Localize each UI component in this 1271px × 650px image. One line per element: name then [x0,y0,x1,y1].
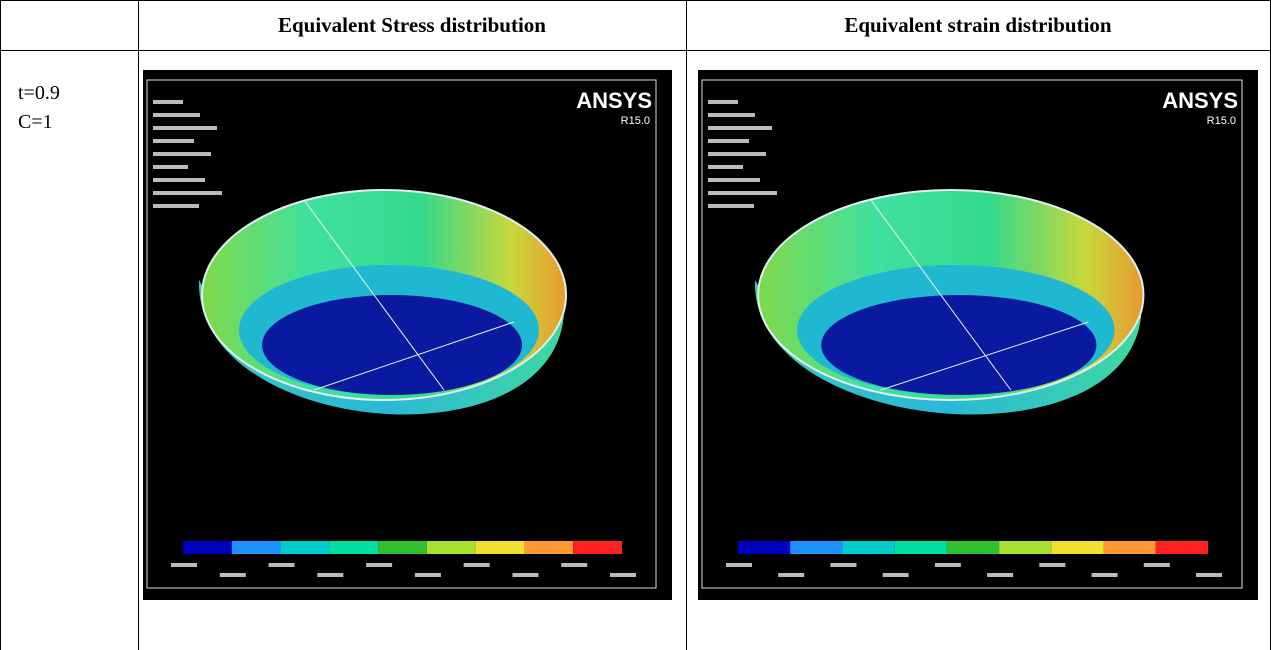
legend-swatch [573,541,622,554]
row-label: C=1 [18,111,53,133]
legend-swatch [947,541,999,554]
legend-swatch [427,541,476,554]
legend-swatch [281,541,330,554]
fea-image: ANSYS R15.0 [698,70,1258,600]
legend-tick-text [512,573,538,577]
legend-tick-text [778,573,804,577]
legend-tick-text [883,573,909,577]
info-line [708,100,738,104]
legend-swatch [895,541,947,554]
legend-tick-text [1039,563,1065,567]
info-line [153,100,183,104]
page: Equivalent Stress distribution Equivalen… [0,0,1271,650]
legend-tick-text [366,563,392,567]
column-header: Equivalent strain distribution [844,13,1112,37]
legend-swatch [329,541,378,554]
legend-swatch [842,541,894,554]
legend-swatch [232,541,281,554]
legend-tick-text [171,563,197,567]
legend-tick-text [561,563,587,567]
bowl-floor [262,295,522,395]
info-line [708,165,743,169]
legend-swatch [476,541,525,554]
row-label: t=0.9 [18,82,60,104]
legend-tick-text [220,573,246,577]
legend-tick-text [269,563,295,567]
legend-swatch [1156,541,1208,554]
software-version: R15.0 [621,115,650,127]
info-line [708,139,749,143]
software-logo: ANSYS [1162,88,1238,113]
legend-tick-text [1144,563,1170,567]
legend-swatch [378,541,427,554]
info-line [153,139,194,143]
document-table: Equivalent Stress distribution Equivalen… [0,0,1271,650]
info-line [708,204,754,208]
legend-swatch [790,541,842,554]
info-line [708,191,777,195]
info-line [708,178,760,182]
info-line [153,165,188,169]
legend-swatch [1051,541,1103,554]
info-line [153,178,205,182]
legend-swatch [1104,541,1156,554]
legend-tick-text [464,563,490,567]
legend-swatch [183,541,232,554]
legend-swatch [738,541,790,554]
legend-tick-text [415,573,441,577]
legend-tick-text [830,563,856,567]
fea-image: ANSYS R15.0 [143,70,672,600]
info-line [708,113,755,117]
info-line [153,152,211,156]
legend-tick-text [987,573,1013,577]
legend-tick-text [1196,573,1222,577]
legend-tick-text [726,563,752,567]
software-logo: ANSYS [576,88,652,113]
software-version: R15.0 [1207,115,1236,127]
info-line [708,126,772,130]
legend-swatch [999,541,1051,554]
legend-tick-text [1092,573,1118,577]
legend-swatch [524,541,573,554]
info-line [153,204,199,208]
info-line [153,191,222,195]
legend-tick-text [317,573,343,577]
legend-tick-text [610,573,636,577]
info-line [153,113,200,117]
column-header: Equivalent Stress distribution [278,13,546,37]
info-line [153,126,217,130]
bowl-floor [821,295,1096,395]
legend-tick-text [935,563,961,567]
info-line [708,152,766,156]
